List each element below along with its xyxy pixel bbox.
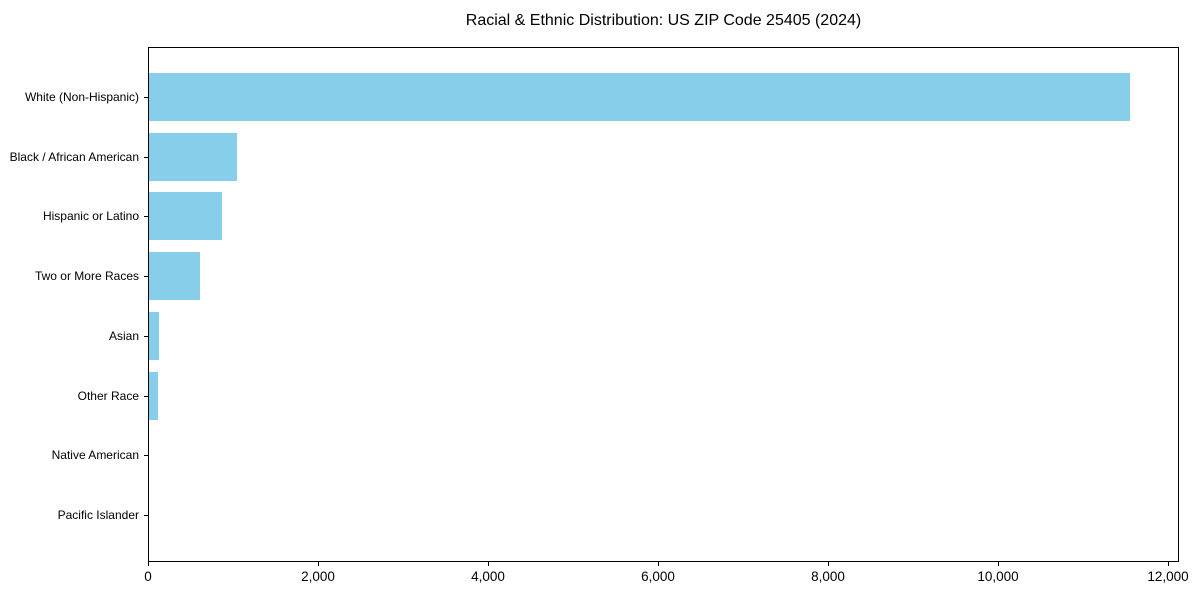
bar-hispanic-or-latino	[149, 192, 222, 241]
chart-title: Racial & Ethnic Distribution: US ZIP Cod…	[465, 12, 862, 29]
x-tick-label-8-000: 8,000	[811, 569, 845, 584]
x-tick-label-2-000: 2,000	[301, 569, 335, 584]
y-tick-mark	[144, 455, 148, 457]
bar-two-or-more-races	[149, 252, 200, 301]
y-tick-mark	[144, 156, 148, 158]
x-tick-label-10-000: 10,000	[977, 569, 1019, 584]
y-tick-mark	[144, 97, 148, 98]
x-tick-mark	[147, 562, 149, 566]
y-tick-label-black-african-american: Black / African American	[9, 149, 139, 164]
x-tick-label-4-000: 4,000	[471, 569, 505, 584]
x-tick-mark	[1167, 562, 1169, 566]
y-tick-label-other-race: Other Race	[77, 388, 139, 403]
y-tick-label-white-non-hispanic: White (Non-Hispanic)	[24, 90, 139, 104]
plot-area	[148, 47, 1179, 562]
bar-asian	[149, 311, 159, 360]
x-tick-mark	[827, 562, 829, 566]
x-tick-label-12-000: 12,000	[1147, 569, 1189, 584]
y-tick-label-asian: Asian	[108, 328, 139, 343]
x-tick-label-0: 0	[144, 569, 152, 584]
y-tick-label-native-american: Native American	[51, 448, 139, 463]
x-tick-mark	[997, 562, 999, 566]
y-tick-mark	[144, 216, 148, 218]
x-tick-mark	[657, 562, 659, 566]
bar-black-african-american	[149, 132, 237, 181]
bar-other-race	[149, 371, 158, 420]
y-tick-mark	[144, 276, 148, 278]
y-tick-mark	[144, 335, 148, 337]
bar-white-non-hispanic	[149, 73, 1130, 121]
y-tick-mark	[144, 514, 148, 516]
y-tick-label-two-or-more-races: Two or More Races	[34, 269, 139, 284]
y-tick-mark	[144, 395, 148, 397]
x-tick-label-6-000: 6,000	[641, 569, 675, 584]
x-tick-mark	[317, 562, 319, 566]
x-tick-mark	[487, 562, 489, 566]
y-tick-label-hispanic-or-latino: Hispanic or Latino	[42, 209, 139, 224]
y-tick-label-pacific-islander: Pacific Islander	[57, 507, 139, 522]
